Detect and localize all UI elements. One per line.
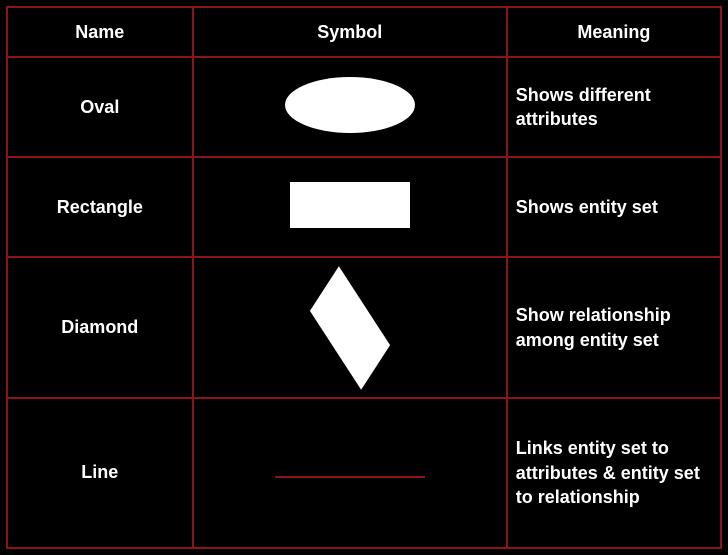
diamond-icon <box>285 293 415 363</box>
table-row: Line Links entity set to attributes & en… <box>7 398 721 548</box>
line-icon <box>275 476 425 478</box>
rectangle-icon <box>290 182 410 228</box>
col-header-meaning: Meaning <box>507 7 721 57</box>
col-header-name: Name <box>7 7 193 57</box>
name-cell: Line <box>7 398 193 548</box>
table-row: Diamond Show relationship among entity s… <box>7 257 721 397</box>
symbol-cell <box>193 398 507 548</box>
name-cell: Diamond <box>7 257 193 397</box>
table-row: Rectangle Shows entity set <box>7 157 721 257</box>
meaning-cell: Shows entity set <box>507 157 721 257</box>
table-header-row: Name Symbol Meaning <box>7 7 721 57</box>
er-symbol-legend: Name Symbol Meaning Oval Shows different… <box>0 0 728 555</box>
legend-table: Name Symbol Meaning Oval Shows different… <box>6 6 722 549</box>
name-cell: Oval <box>7 57 193 157</box>
symbol-cell <box>193 157 507 257</box>
meaning-cell: Links entity set to attributes & entity … <box>507 398 721 548</box>
meaning-cell: Shows different attributes <box>507 57 721 157</box>
col-header-symbol: Symbol <box>193 7 507 57</box>
symbol-cell <box>193 257 507 397</box>
meaning-cell: Show relationship among entity set <box>507 257 721 397</box>
symbol-cell <box>193 57 507 157</box>
name-cell: Rectangle <box>7 157 193 257</box>
table-row: Oval Shows different attributes <box>7 57 721 157</box>
oval-icon <box>285 77 415 133</box>
